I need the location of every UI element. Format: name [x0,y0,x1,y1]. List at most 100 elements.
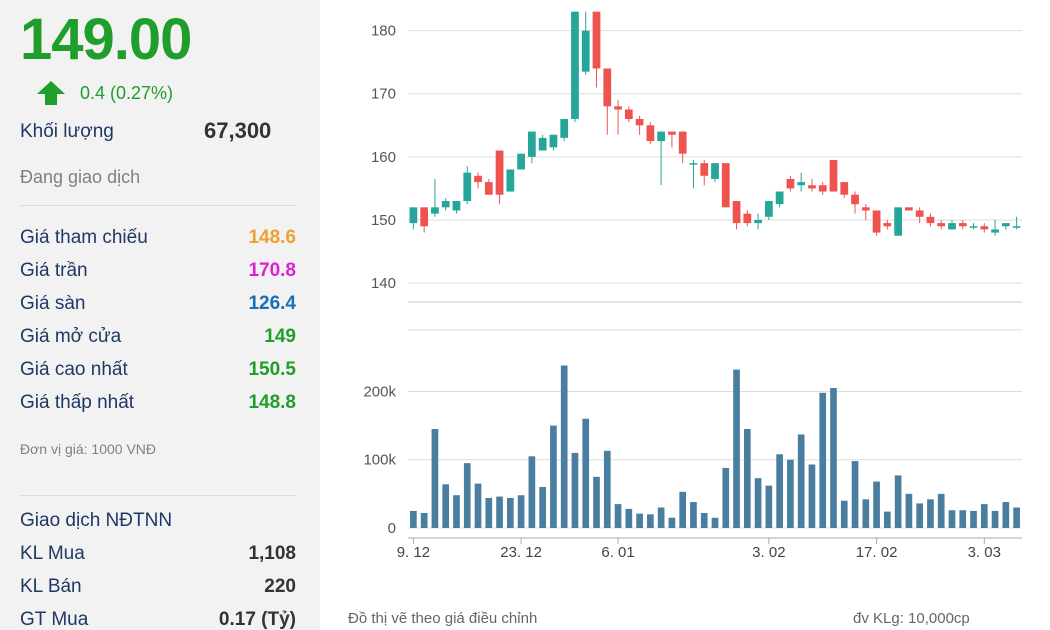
current-price: 149.00 [20,7,192,72]
candle-down [484,182,493,195]
x-tick-label: 9. 12 [397,544,430,561]
candle-up [441,201,450,208]
candle-up [463,172,472,202]
stat-label: Giá mở cửa [20,326,122,347]
volume-bar [431,429,439,528]
candle-down [624,109,633,119]
price-change: 0.4 (0.27%) [36,80,173,106]
price-tick-label: 140 [371,275,396,292]
stat-label: Giá tham chiếu [20,227,148,248]
stat-label: Giá cao nhất [20,359,128,380]
divider [20,495,296,496]
volume-bar [894,475,902,528]
volume-bar [959,510,967,528]
volume-bar [593,476,600,528]
candle-down [861,207,870,211]
volume-bar [862,499,870,528]
volume-bar [733,369,740,528]
volume-bar [528,456,536,528]
volume-bar [980,504,988,528]
candle-up [560,118,569,138]
stat-value: 170.8 [248,260,296,281]
price-tick-label: 180 [371,23,396,40]
volume-bar [539,487,546,528]
price-tick-label: 170 [371,86,396,103]
volume-bar [797,434,805,528]
candle-up [894,207,903,236]
candle-up [409,207,418,224]
volume-bar [485,497,493,528]
volume-bar [873,481,880,528]
candle-up [991,229,999,233]
volume-bar [776,454,783,528]
volume-bar [905,493,913,528]
volume-label: Khối lượng [20,121,114,142]
volume-bar [517,495,525,528]
volume-tick-label: 100k [363,452,396,469]
foreign-sell-volume: KL Bán 220 [20,576,296,600]
volume-tick-label: 200k [363,383,396,400]
candle-down [668,131,676,135]
stat-low-price: Giá thấp nhất 148.8 [20,392,296,416]
candle-down [958,223,967,227]
divider [20,205,296,206]
volume-bar [657,507,665,528]
volume-bar [743,429,751,528]
volume-bar [1013,507,1020,528]
volume-bar [679,491,687,528]
trading-status: Đang giao dịch [20,167,141,187]
stat-value: 150.5 [248,359,296,380]
candle-down [495,150,504,195]
unit-note: Đơn vị giá: 1000 VNĐ [20,441,157,457]
candle-up [797,182,806,186]
stat-value: 220 [264,576,296,597]
volume-bar [819,392,827,528]
chart-footnote: Đồ thị vẽ theo giá điều chỉnh [348,610,538,627]
volume-bar [840,500,848,528]
x-tick-label: 3. 02 [752,544,785,561]
stat-value: 148.8 [248,392,296,413]
volume-bar [571,452,579,528]
candle-down [420,207,429,227]
foreign-trading-title: Giao dịch NĐTNN [20,510,173,531]
stat-reference-price: Giá tham chiếu 148.6 [20,227,296,251]
volume-bar [851,461,859,528]
volume-bar [582,418,590,528]
candle-down [678,131,687,154]
candle-up [538,137,547,151]
x-tick-label: 17. 02 [856,544,898,561]
stat-label: GT Mua [20,609,89,630]
candle-down [603,68,612,107]
stat-label: Giá sàn [20,293,86,314]
candle-up [969,226,978,228]
candle-down [732,201,741,224]
stat-high-price: Giá cao nhất 150.5 [20,359,296,383]
candle-down [937,223,946,227]
candle-up [689,163,698,165]
candle-down [818,185,827,192]
volume-bar [711,517,719,528]
candle-up [948,223,956,230]
candle-down [883,223,892,227]
arrow-up-icon [37,81,65,105]
candle-down [808,185,816,189]
quote-panel: 149.00 0.4 (0.27%) Khối lượng 67,300 Đan… [0,0,320,630]
candle-down [646,125,655,142]
volume-bar [453,495,460,528]
candle-down [926,216,935,224]
candle-up [452,201,461,211]
stat-floor-price: Giá sàn 126.4 [20,293,296,317]
stat-value: 0.17 (Tỷ) [218,609,296,630]
candle-down [829,160,838,192]
volume-bar [808,464,816,528]
volume-bar [884,511,891,528]
candle-down [743,213,752,224]
stat-label: KL Bán [20,576,82,597]
volume-bar [754,478,762,528]
candle-up [506,169,515,192]
candle-up [775,191,784,205]
candle-down [851,194,859,205]
candle-up [754,219,762,224]
price-volume-chart: 140 150 160 170 180 0 100k 200k 9. 12 23. 12 6. 01… [363,11,1022,561]
stat-label: KL Mua [20,543,85,564]
